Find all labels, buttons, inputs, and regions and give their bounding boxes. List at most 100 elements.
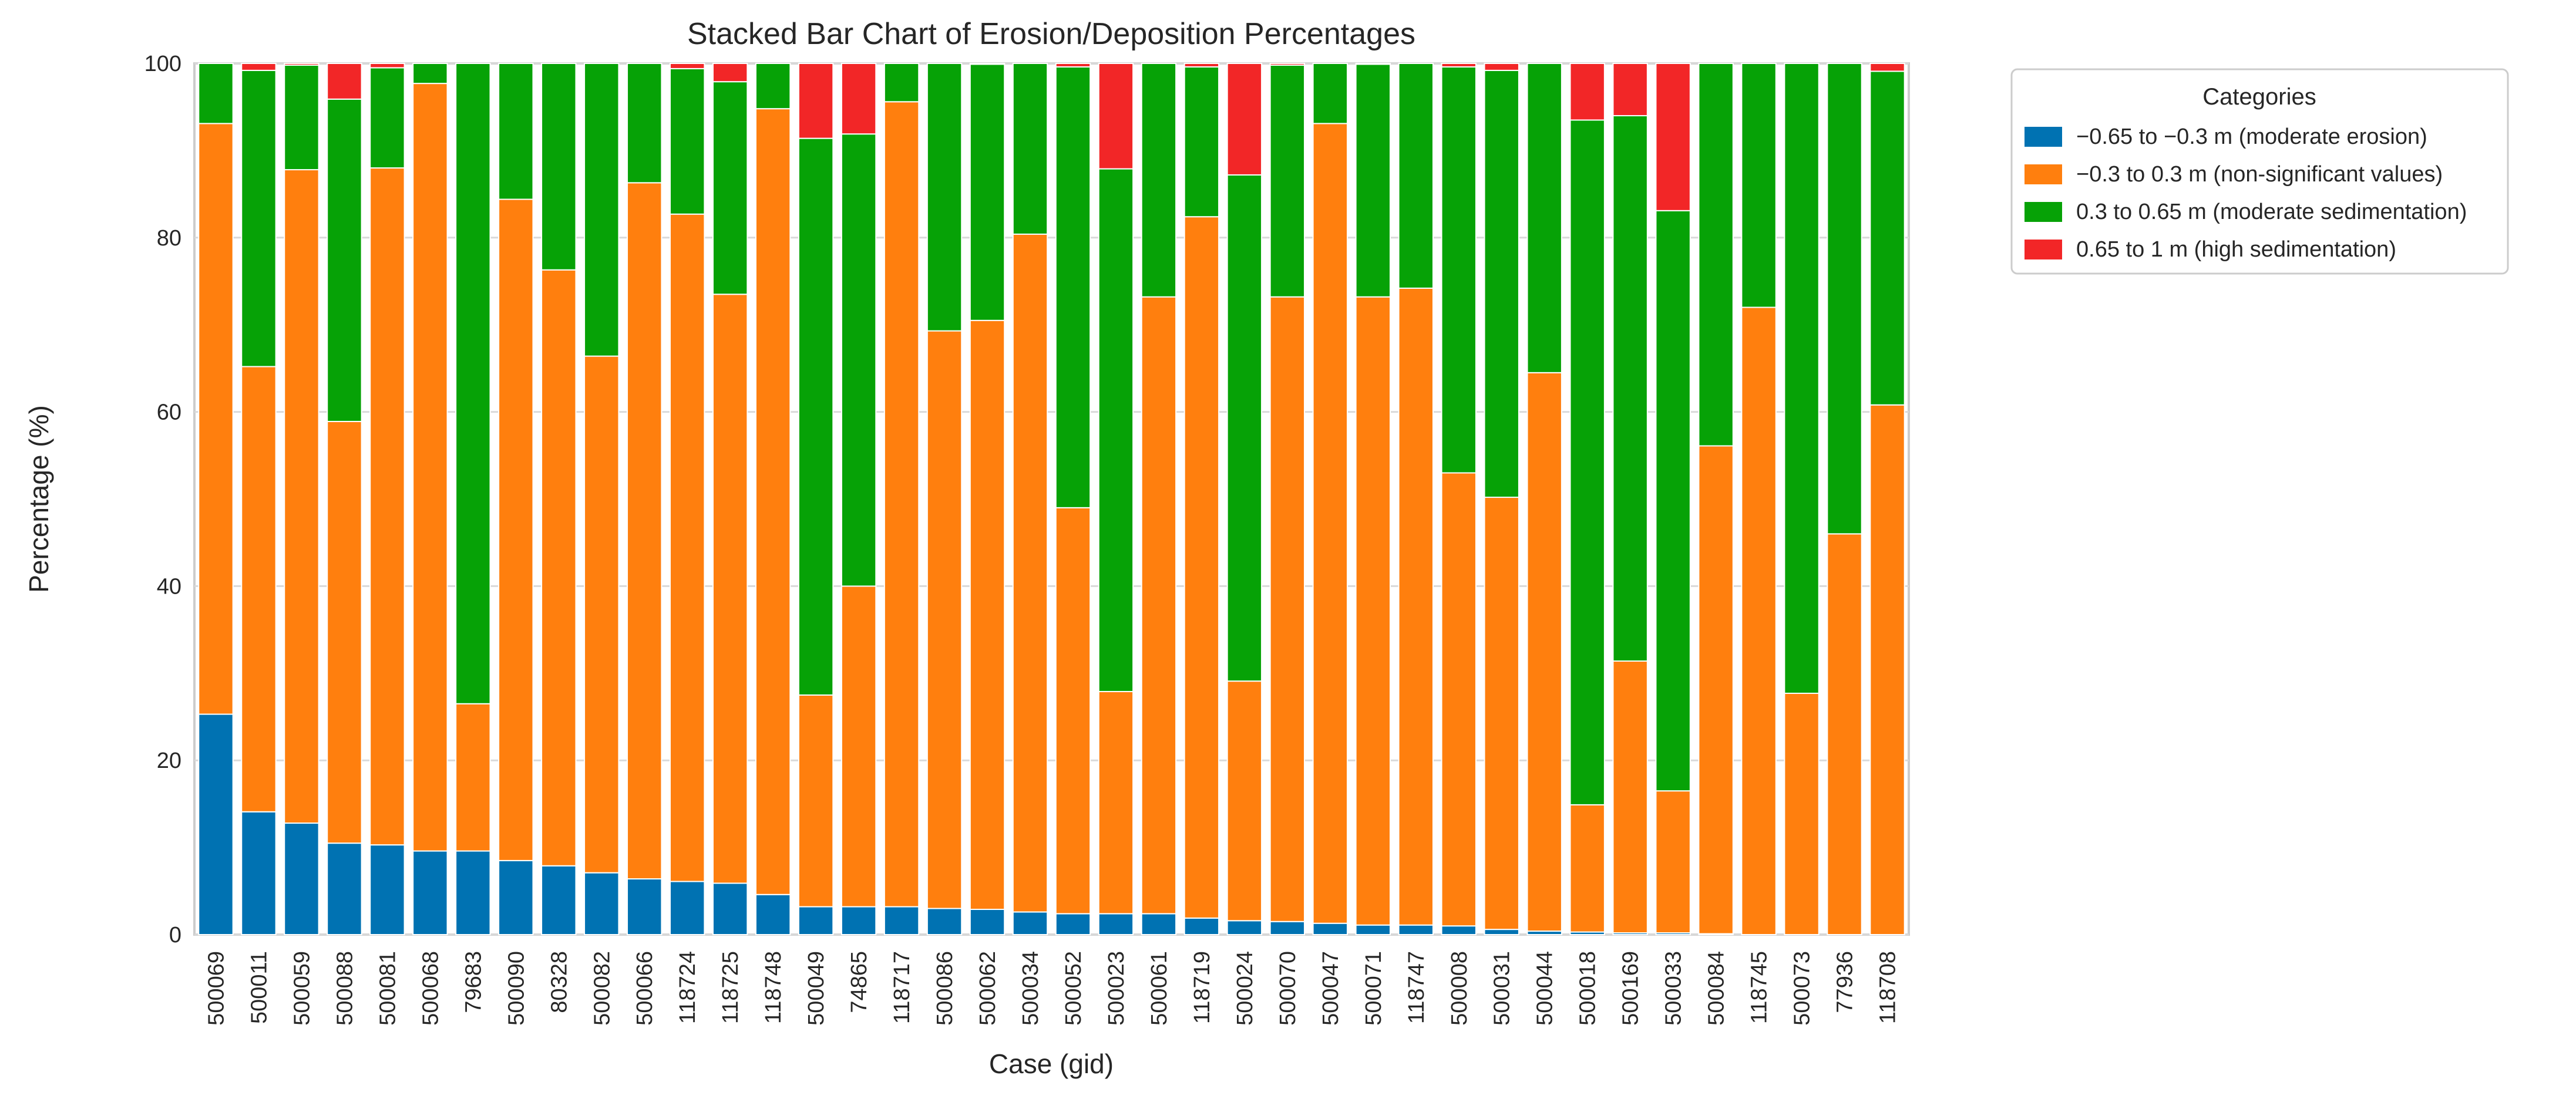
bar-segment bbox=[1269, 296, 1306, 922]
x-tick-label: 500031 bbox=[1490, 951, 1515, 1026]
x-tick-label: 500059 bbox=[290, 951, 314, 1026]
legend-frame bbox=[2010, 68, 2509, 275]
bar-segment bbox=[327, 842, 362, 936]
y-tick-label: 0 bbox=[169, 923, 181, 948]
bar-segment bbox=[1226, 680, 1263, 922]
bar-segment bbox=[369, 67, 405, 169]
bar-segment bbox=[1183, 63, 1220, 68]
bar-segment bbox=[1484, 63, 1519, 71]
bar-segment bbox=[1784, 63, 1820, 694]
bar-segment bbox=[284, 169, 320, 824]
bar-segment bbox=[412, 63, 448, 85]
bar-segment bbox=[1827, 63, 1862, 535]
bar-segment bbox=[1183, 216, 1220, 919]
bar-segment bbox=[284, 63, 320, 66]
bar-segment bbox=[1183, 66, 1220, 218]
bar-segment bbox=[1141, 296, 1177, 915]
legend-label: −0.65 to −0.3 m (moderate erosion) bbox=[2076, 124, 2427, 149]
x-tick-label: 118748 bbox=[761, 951, 786, 1024]
chart-title: Stacked Bar Chart of Erosion/Deposition … bbox=[687, 17, 1415, 51]
x-tick-label: 118708 bbox=[1876, 951, 1901, 1024]
x-tick-label: 500061 bbox=[1147, 951, 1172, 1026]
bar-segment bbox=[455, 703, 491, 852]
bar-segment bbox=[1655, 63, 1691, 211]
bar-segment bbox=[498, 859, 534, 935]
x-tick-label: 500086 bbox=[933, 951, 957, 1026]
bar-segment bbox=[1355, 63, 1391, 298]
x-tick-label: 118724 bbox=[675, 951, 700, 1024]
bar-segment bbox=[926, 330, 963, 909]
x-tick-label: 500011 bbox=[247, 951, 271, 1024]
bar-segment bbox=[798, 137, 834, 696]
bar-segment bbox=[969, 63, 1005, 321]
bar-segment bbox=[883, 63, 920, 103]
bar-segment bbox=[712, 294, 748, 884]
bar-segment bbox=[1612, 660, 1648, 934]
legend-swatch bbox=[2025, 127, 2062, 147]
legend-label: −0.3 to 0.3 m (non-significant values) bbox=[2076, 162, 2443, 187]
bar-segment bbox=[1655, 210, 1691, 792]
bar-segment bbox=[1741, 306, 1777, 935]
bar-segment bbox=[1569, 804, 1605, 933]
bar-segment bbox=[1398, 924, 1434, 936]
x-tick-label: 500052 bbox=[1061, 951, 1086, 1026]
bar-segment bbox=[670, 881, 705, 935]
x-tick-label: 118717 bbox=[890, 951, 914, 1024]
bar-segment bbox=[1055, 63, 1091, 68]
x-tick-label: 500033 bbox=[1662, 951, 1686, 1026]
bar-segment bbox=[627, 878, 663, 936]
x-tick-label: 500169 bbox=[1619, 951, 1643, 1026]
x-tick-label: 500034 bbox=[1018, 951, 1043, 1026]
bar-segment bbox=[755, 63, 791, 110]
x-tick-label: 118747 bbox=[1404, 951, 1429, 1024]
bar-segment bbox=[455, 63, 491, 704]
bar-segment bbox=[1098, 913, 1134, 936]
bar-segment bbox=[755, 108, 791, 895]
x-tick-label: 500090 bbox=[504, 951, 529, 1026]
x-tick-label: 500068 bbox=[418, 951, 443, 1026]
bar-segment bbox=[241, 811, 277, 935]
bar-segment bbox=[284, 822, 320, 935]
bar-segment bbox=[1398, 287, 1434, 926]
bar-segment bbox=[412, 850, 448, 936]
bar-segment bbox=[1698, 445, 1734, 935]
x-tick-label: 500018 bbox=[1576, 951, 1600, 1026]
x-tick-label: 118725 bbox=[718, 951, 743, 1024]
x-tick-label: 500081 bbox=[375, 951, 400, 1026]
bar-segment bbox=[498, 63, 534, 200]
bar-segment bbox=[969, 319, 1005, 910]
bar-segment bbox=[198, 713, 234, 935]
bar-segment bbox=[1441, 63, 1477, 68]
bar-segment bbox=[241, 69, 277, 368]
x-tick-label: 500084 bbox=[1704, 951, 1729, 1026]
x-tick-label: 118719 bbox=[1190, 951, 1215, 1024]
x-tick-label: 79683 bbox=[461, 951, 486, 1013]
bar-segment bbox=[670, 68, 705, 215]
bar-segment bbox=[840, 133, 877, 587]
bar-segment bbox=[1355, 924, 1391, 936]
legend-swatch bbox=[2025, 164, 2062, 184]
bar-segment bbox=[584, 355, 620, 874]
x-tick-label: 500023 bbox=[1104, 951, 1129, 1026]
bar-segment bbox=[541, 865, 577, 936]
bar-segment bbox=[584, 63, 620, 357]
bar-segment bbox=[455, 850, 491, 936]
legend-swatch bbox=[2025, 240, 2062, 259]
bar-segment bbox=[498, 198, 534, 861]
y-tick-label: 60 bbox=[157, 400, 181, 425]
bar-segment bbox=[369, 167, 405, 846]
bar-segment bbox=[541, 63, 577, 271]
bar-segment bbox=[584, 872, 620, 935]
x-tick-label: 500008 bbox=[1447, 951, 1472, 1026]
bar-segment bbox=[883, 101, 920, 908]
bar-segment bbox=[1055, 913, 1091, 936]
bar-segment bbox=[1269, 63, 1306, 66]
bar-segment bbox=[798, 63, 834, 139]
bar-segment bbox=[1098, 168, 1134, 692]
bar-segment bbox=[1869, 404, 1905, 935]
x-tick-label: 500024 bbox=[1233, 951, 1257, 1026]
bar-segment bbox=[369, 63, 405, 69]
bar-segment bbox=[1226, 920, 1263, 935]
legend: Categories −0.65 to −0.3 m (moderate ero… bbox=[2010, 68, 2509, 275]
bar-segment bbox=[1012, 233, 1048, 913]
